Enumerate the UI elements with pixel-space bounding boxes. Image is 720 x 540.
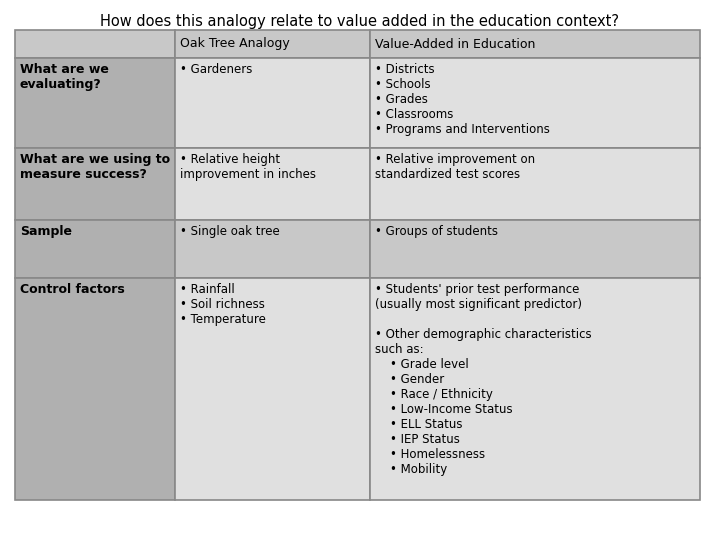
Text: Control factors: Control factors [20, 283, 125, 296]
Bar [15, 58, 175, 148]
Text: What are we using to
measure success?: What are we using to measure success? [20, 153, 170, 181]
Bar [175, 278, 370, 500]
Bar [175, 148, 370, 220]
Bar [370, 220, 700, 278]
Bar [370, 278, 700, 500]
Text: How does this analogy relate to value added in the education context?: How does this analogy relate to value ad… [101, 14, 619, 29]
Bar [370, 30, 700, 58]
Text: • Relative height
improvement in inches: • Relative height improvement in inches [180, 153, 316, 181]
Text: • Relative improvement on
standardized test scores: • Relative improvement on standardized t… [375, 153, 535, 181]
Bar [15, 278, 175, 500]
Text: • Students' prior test performance
(usually most significant predictor)

• Other: • Students' prior test performance (usua… [375, 283, 592, 476]
Text: Oak Tree Analogy: Oak Tree Analogy [180, 37, 289, 51]
Bar [370, 58, 700, 148]
Text: • Rainfall
• Soil richness
• Temperature: • Rainfall • Soil richness • Temperature [180, 283, 266, 326]
Bar [175, 30, 370, 58]
Bar [370, 148, 700, 220]
Text: Value-Added in Education: Value-Added in Education [375, 37, 536, 51]
Text: Sample: Sample [20, 225, 72, 238]
Bar [15, 220, 175, 278]
Bar [175, 58, 370, 148]
Text: • Districts
• Schools
• Grades
• Classrooms
• Programs and Interventions: • Districts • Schools • Grades • Classro… [375, 63, 550, 136]
Text: • Gardeners: • Gardeners [180, 63, 253, 76]
Bar [15, 30, 175, 58]
Text: • Single oak tree: • Single oak tree [180, 225, 280, 238]
Text: • Groups of students: • Groups of students [375, 225, 498, 238]
Bar [175, 220, 370, 278]
Text: What are we
evaluating?: What are we evaluating? [20, 63, 109, 91]
Bar [15, 148, 175, 220]
